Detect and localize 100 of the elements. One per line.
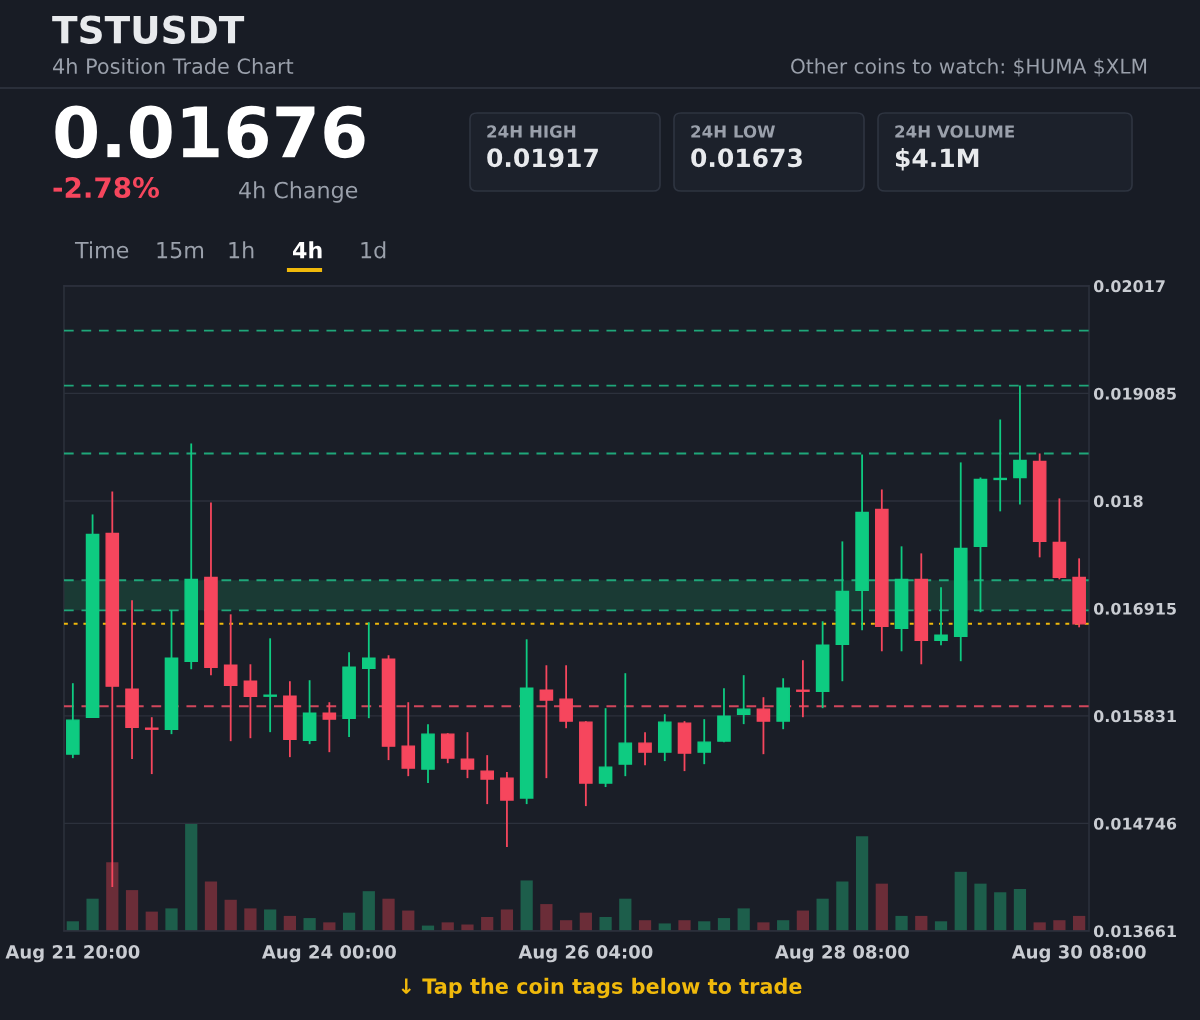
bar	[342, 912, 356, 931]
bar	[125, 890, 139, 931]
candlestick	[480, 754, 495, 806]
candlestick	[263, 637, 277, 734]
bar	[599, 916, 612, 931]
bar	[362, 891, 375, 931]
text: 15m	[157, 241, 204, 259]
bar	[796, 910, 810, 931]
bar	[106, 862, 119, 931]
candlestick	[934, 586, 948, 647]
candlestick	[559, 664, 573, 730]
candlestick	[638, 731, 652, 767]
x-tick-label: Aug 24 00:00	[261, 945, 396, 963]
x-tick-label: Aug 28 08:00	[774, 945, 909, 963]
y-tick-label: 0.02017	[1093, 280, 1165, 293]
bar	[145, 911, 158, 931]
text: 24H LOW	[691, 125, 775, 138]
bar	[1073, 915, 1086, 931]
candlestick	[144, 716, 159, 775]
text: 24H VOLUME	[895, 125, 1015, 138]
x-tick-label: Aug 21 20:00	[5, 945, 140, 963]
text: Other coins to watch: $HUMA $XLM	[791, 58, 1147, 77]
candlestick	[460, 731, 475, 780]
bar	[619, 898, 632, 931]
bar	[895, 915, 908, 931]
text: 0.01917	[487, 148, 598, 168]
bar	[698, 921, 711, 931]
candlestick	[796, 659, 810, 719]
candlestick	[539, 664, 554, 780]
bar	[520, 880, 533, 931]
bar	[1013, 889, 1027, 931]
candlestick	[697, 718, 712, 766]
bar	[244, 908, 257, 931]
candlestick	[440, 732, 455, 765]
candlestick	[756, 696, 771, 756]
candlestick	[736, 674, 751, 726]
bar	[382, 898, 395, 931]
candlestick	[322, 701, 337, 754]
bar	[165, 908, 178, 931]
bar	[678, 920, 691, 931]
bar	[560, 920, 573, 931]
candlestick	[1013, 384, 1027, 506]
bar	[836, 881, 849, 931]
text: 4h Change	[239, 181, 358, 203]
text: 1h	[229, 241, 254, 259]
bar	[264, 909, 277, 931]
x-tick-label: Aug 30 08:00	[1011, 945, 1146, 963]
bar	[777, 920, 790, 931]
bar	[1033, 922, 1046, 931]
bar	[500, 909, 514, 931]
y-tick-label: 0.016915	[1093, 602, 1176, 615]
text: $4.1M	[895, 147, 979, 171]
bar	[875, 883, 888, 931]
bar	[303, 918, 316, 931]
candlestick	[993, 418, 1008, 513]
chart-subtitle: 4h Position Trade Chart	[53, 57, 294, 75]
y-tick-label: 0.019085	[1093, 387, 1176, 400]
y-tick-label: 0.015831	[1093, 710, 1176, 723]
bar	[579, 912, 592, 931]
bar	[323, 922, 336, 931]
bar	[185, 823, 198, 931]
text: 24H HIGH	[487, 125, 576, 138]
bar	[402, 910, 415, 931]
candlestick	[243, 663, 258, 740]
bar	[658, 923, 671, 931]
bar	[204, 881, 218, 931]
bar	[441, 922, 454, 931]
bar	[638, 920, 652, 931]
bar	[915, 915, 928, 931]
candlestick	[401, 701, 416, 778]
candlestick	[500, 771, 514, 848]
candlestick	[361, 621, 376, 720]
text: ↓ Tap the coin tags below to trade	[401, 977, 802, 999]
y-tick-label: 0.014746	[1093, 817, 1177, 830]
bar	[66, 921, 79, 931]
bar	[994, 892, 1007, 931]
y-tick-label: 0.013661	[1093, 925, 1176, 938]
text: 0.01676	[55, 105, 365, 159]
chart-title: TSTUSDT	[52, 15, 245, 44]
bar	[934, 921, 948, 931]
y-tick-label: 0.018	[1093, 495, 1143, 508]
text: Time	[74, 241, 129, 259]
bar	[481, 916, 494, 931]
bar	[283, 915, 296, 931]
text: 1d	[361, 241, 386, 259]
text: 4h	[293, 241, 322, 259]
bar	[954, 871, 967, 931]
bar	[540, 904, 553, 931]
bar	[86, 898, 99, 931]
bar	[757, 922, 770, 931]
bar	[717, 918, 731, 931]
bar	[816, 898, 829, 931]
bar	[224, 899, 237, 931]
candlestick	[223, 613, 238, 743]
bar	[1053, 920, 1066, 931]
bar	[855, 836, 869, 931]
candlestick	[598, 707, 613, 788]
text: -2.78%	[53, 177, 160, 199]
bar	[737, 908, 750, 931]
x-tick-label: Aug 26 04:00	[518, 945, 653, 963]
